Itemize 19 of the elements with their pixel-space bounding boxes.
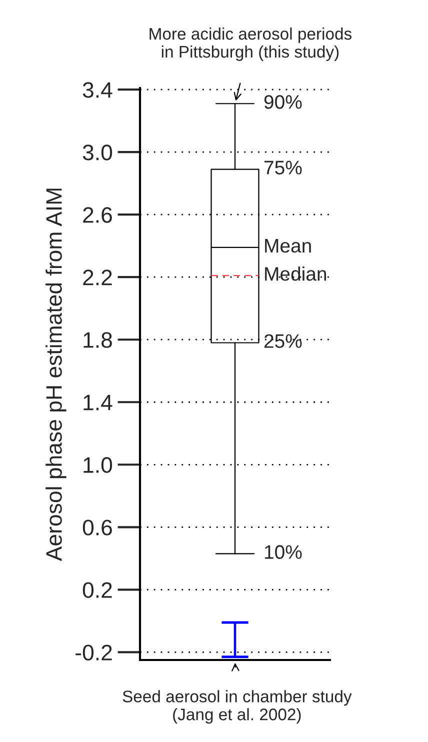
- y-tick-label: 1.0: [84, 457, 112, 473]
- y-tick-label: -0.2: [76, 644, 112, 660]
- y-tick-label: 1.8: [84, 332, 112, 348]
- y-axis-title: Aerosol phase pH estimated from AIM: [46, 188, 66, 562]
- y-tick-label: 2.6: [83, 207, 112, 223]
- annotation: Median: [265, 266, 326, 281]
- y-tick-label: 0.2: [82, 582, 112, 598]
- annotation: 10%: [264, 545, 302, 559]
- y-tick-label: 3.0: [82, 144, 112, 160]
- annotation: 90%: [264, 95, 302, 109]
- y-tick-label: 2.2: [83, 270, 112, 286]
- y-tick-label: 0.6: [82, 520, 112, 536]
- text: Seed aerosol in chamber study (Jang et al. 2002): [122, 690, 352, 724]
- annotation: 75%: [264, 160, 302, 174]
- y-tick-label: 1.4: [84, 394, 112, 410]
- y-tick-label: 3.4: [82, 82, 112, 98]
- text: More acidic aerosol periods in Pittsburgh (this study): [150, 27, 352, 61]
- annotation: Mean: [265, 239, 311, 253]
- annotation: 25%: [264, 334, 302, 348]
